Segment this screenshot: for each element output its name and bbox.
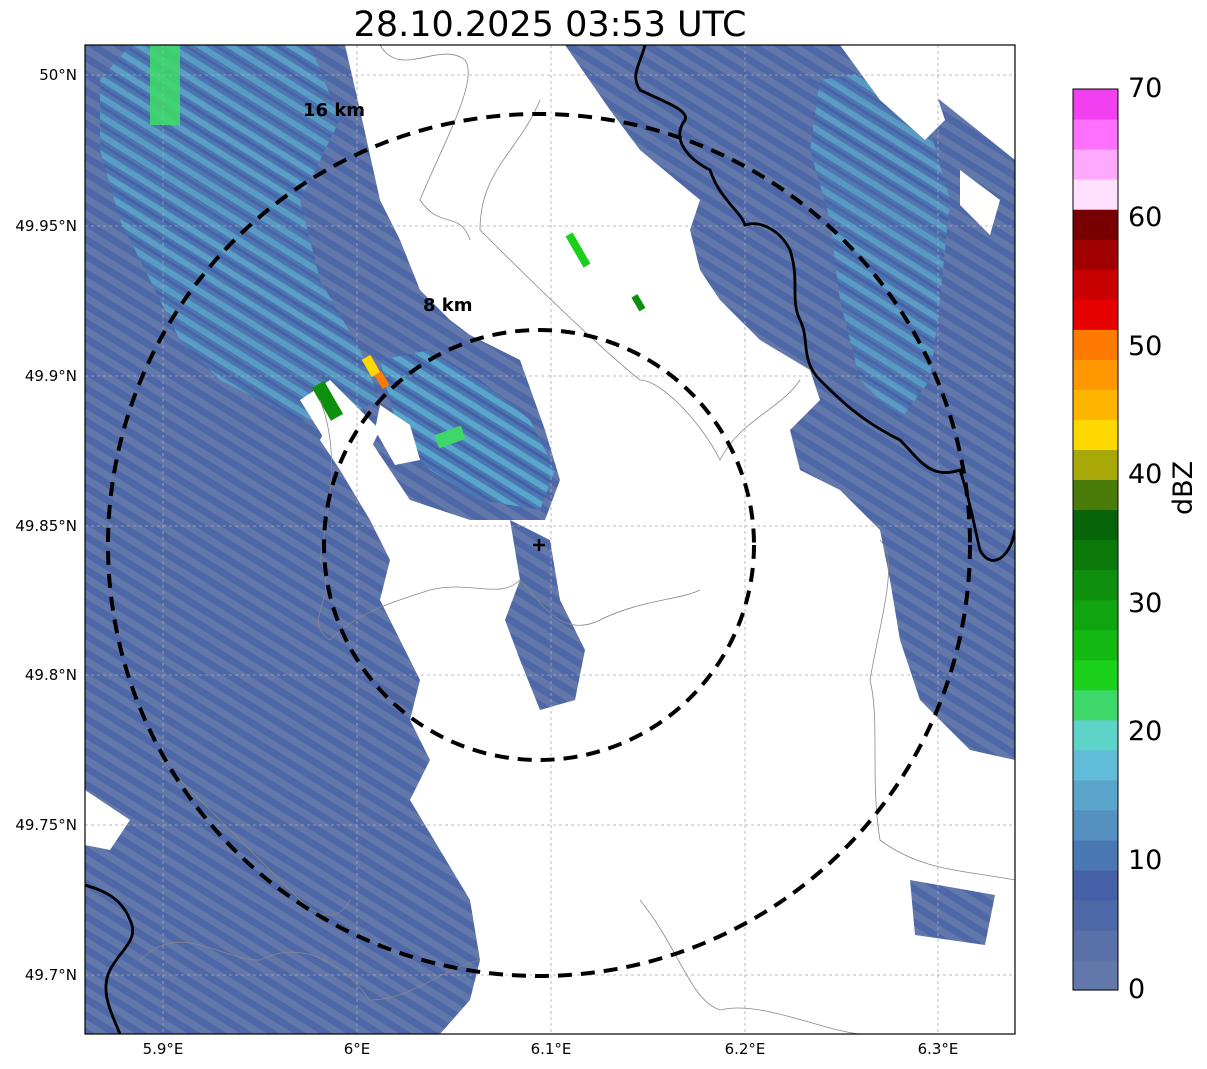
echo-streak [631,294,646,312]
colorbar-segment [1073,839,1118,871]
colorbar-segment [1073,299,1118,330]
colorbar-segment [1073,149,1118,180]
colorbar-segment [1073,119,1118,150]
echo-southeast-cell [910,880,995,945]
colorbar-segment [1073,779,1118,811]
echo-gap [960,170,1000,235]
echo-west-core [100,45,380,420]
echo-cell-lightgreen [150,45,180,125]
range-ring-label-8km: 8 km [423,295,473,316]
echo-cell-green [311,380,344,421]
echo-central-cell [380,350,555,510]
x-tick-label: 6.1°E [530,1040,572,1058]
y-tick-label: 49.9°N [24,367,77,385]
colorbar-segment [1073,749,1118,781]
colorbar-segment [1073,929,1118,961]
x-tick-label: 6.2°E [724,1040,766,1058]
colorbar-segment [1073,959,1118,991]
gridlines [85,45,1015,1034]
plot-frame [84,44,1016,1035]
colorbar-segment [1073,419,1118,450]
admin-boundaries [139,45,1015,1034]
colorbar-segment [1073,89,1118,120]
colorbar-tick-label: 10 [1128,845,1163,876]
y-tick-label: 49.7°N [24,966,77,984]
colorbar-segment [1073,809,1118,841]
colorbar-segment [1073,659,1118,691]
colorbar-segment [1073,629,1118,661]
echo-gap [840,45,945,140]
colorbar-segment [1073,329,1118,360]
colorbar-segment [1073,209,1118,240]
colorbar-segment [1073,509,1118,541]
colorbar-segment [1073,449,1118,481]
colorbar-tick-label: 70 [1128,73,1163,104]
colorbar-segment [1073,479,1118,511]
range-rings [106,112,972,978]
colorbar-tick-label: 20 [1128,716,1163,747]
colorbar-label: dBZ [1168,460,1199,515]
y-tick-label: 49.95°N [15,217,77,235]
echo-gap [300,380,380,470]
x-tick-label: 6°E [343,1040,371,1058]
colorbar-tick-label: 60 [1128,202,1163,233]
colorbar-frame [1072,88,1119,991]
y-tick-label: 49.75°N [15,816,77,834]
colorbar-segment [1073,869,1118,901]
range-ring-label-16km: 16 km [303,100,366,121]
echo-tail [505,520,585,710]
echo-cell-yellow [361,354,381,378]
colorbar-tick-label: 0 [1128,974,1146,1005]
colorbar-segment [1073,569,1118,601]
colorbar-segment [1073,179,1118,210]
colorbar-segment [1073,539,1118,571]
colorbar [1073,89,1118,991]
echo-gap [85,790,130,850]
echo-cell-lightgreen [434,425,466,449]
colorbar-segment [1073,359,1118,390]
colorbar-segment [1073,239,1118,270]
echo-streak [565,232,591,268]
echo-southwest [85,860,250,1034]
colorbar-segment [1073,719,1118,751]
colorbar-tick-label: 30 [1128,588,1163,619]
colorbar-tick-label: 50 [1128,331,1163,362]
y-tick-label: 49.85°N [15,517,77,535]
y-tick-label: 49.8°N [24,666,77,684]
range-ring-16km [106,112,972,978]
echo-cell-orange [374,371,390,389]
echo-gap [375,405,420,465]
y-tick-label: 50°N [39,66,77,84]
x-tick-label: 5.9°E [142,1040,184,1058]
x-tick-label: 6.3°E [917,1040,959,1058]
range-ring-8km [322,328,756,762]
colorbar-segment [1073,269,1118,300]
radar-site-marker [533,539,545,551]
colorbar-segment [1073,599,1118,631]
colorbar-segment [1073,689,1118,721]
colorbar-segment [1073,899,1118,931]
colorbar-segment [1073,389,1118,420]
map-title: 28.10.2025 03:53 UTC [353,5,747,45]
colorbar-tick-label: 40 [1128,459,1163,490]
